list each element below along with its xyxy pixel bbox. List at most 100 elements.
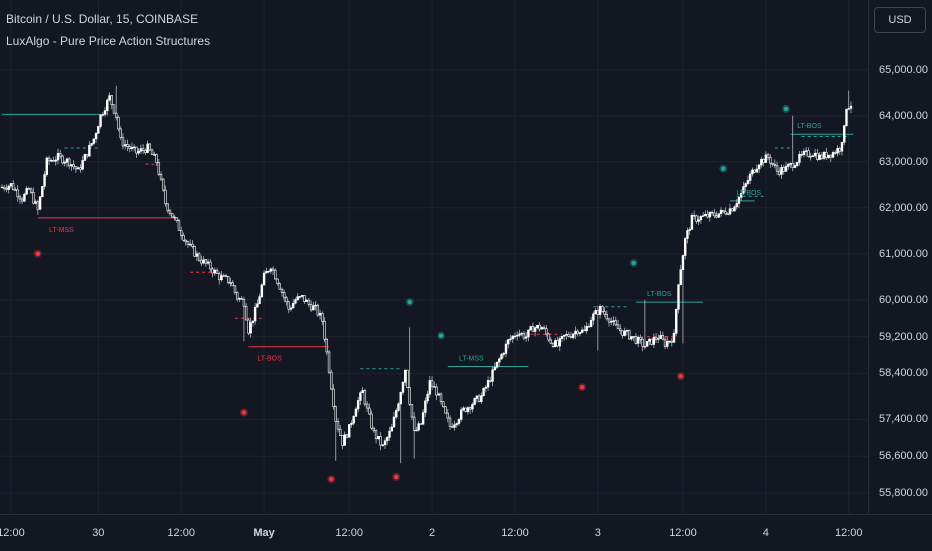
bearish-swing-marker xyxy=(392,472,401,481)
candle xyxy=(233,285,237,295)
candle-body xyxy=(681,255,685,271)
candle xyxy=(598,304,602,319)
candle xyxy=(321,311,324,326)
price-axis[interactable] xyxy=(868,0,932,514)
price-tick-label: 61,000.00 xyxy=(879,247,928,260)
candle-body xyxy=(412,416,416,431)
candle-body xyxy=(724,211,727,215)
structure-label: LT-MSS xyxy=(459,356,484,363)
candle-body xyxy=(491,369,494,382)
candle xyxy=(585,322,588,334)
candle xyxy=(495,361,499,370)
candle xyxy=(412,412,416,459)
candle xyxy=(576,329,579,337)
candle xyxy=(121,133,125,150)
symbol-title[interactable]: Bitcoin / U.S. Dollar, 15, COINBASE xyxy=(6,12,199,26)
candle xyxy=(466,406,470,415)
candle-body xyxy=(374,430,378,440)
candle-body xyxy=(267,270,270,273)
candle-body xyxy=(146,143,149,153)
candle xyxy=(845,108,848,127)
indicator-title[interactable]: LuxAlgo - Pure Price Action Structures xyxy=(6,34,211,48)
candle-body xyxy=(103,110,107,115)
candle-body xyxy=(538,324,541,330)
candle-body xyxy=(188,243,192,246)
candle-body xyxy=(448,417,452,427)
candle-body xyxy=(395,410,398,418)
candle xyxy=(744,182,747,192)
candle xyxy=(737,196,741,209)
candle-body xyxy=(403,369,407,383)
candle xyxy=(569,331,573,339)
candle xyxy=(520,331,523,337)
candle-body xyxy=(453,424,456,428)
candle xyxy=(325,337,328,356)
candle-body xyxy=(789,162,792,165)
candle-body xyxy=(513,335,517,338)
candle-body xyxy=(587,326,591,328)
candle xyxy=(459,407,463,423)
time-axis[interactable] xyxy=(0,514,932,551)
candle xyxy=(332,384,335,410)
candle xyxy=(307,297,311,308)
candle xyxy=(173,214,176,221)
candle xyxy=(386,435,389,445)
candle xyxy=(90,143,93,147)
candle-body xyxy=(475,395,479,399)
candle-body xyxy=(784,166,788,172)
candle xyxy=(406,369,409,389)
candle xyxy=(605,310,609,321)
candle-body xyxy=(209,261,212,270)
candle xyxy=(150,148,154,155)
candle-body xyxy=(598,306,602,315)
candle-body xyxy=(350,422,353,425)
candle xyxy=(746,175,750,186)
bullish-swing-marker xyxy=(437,331,446,340)
candle-body xyxy=(589,319,593,328)
marker-dot xyxy=(35,251,41,256)
candle xyxy=(739,189,743,201)
candle-body xyxy=(825,151,828,159)
candle xyxy=(276,278,279,286)
structure-labels: LT-MSS LT-BOS LT-MSS LT-BOS LT-BOS LT-BOS xyxy=(49,123,822,363)
marker-dot xyxy=(394,474,399,480)
candle-body xyxy=(603,311,606,315)
candle-body xyxy=(76,167,80,170)
candle xyxy=(126,139,129,152)
candle xyxy=(836,145,839,157)
candle-body xyxy=(627,330,631,340)
candle-body xyxy=(112,104,116,114)
candle-body xyxy=(645,341,649,347)
candle xyxy=(119,126,122,140)
candle-body xyxy=(148,143,152,151)
candle-body xyxy=(630,336,633,340)
currency-button[interactable]: USD xyxy=(874,7,926,33)
candle xyxy=(99,114,102,129)
candle xyxy=(193,245,196,257)
candle xyxy=(630,336,633,341)
candle xyxy=(388,426,391,442)
swing-markers xyxy=(33,104,790,484)
candle xyxy=(706,210,709,219)
candle xyxy=(435,383,438,401)
candle-body xyxy=(365,403,369,409)
candle-body xyxy=(616,324,620,330)
candle-body xyxy=(816,152,819,160)
candle-body xyxy=(370,413,373,429)
candle xyxy=(827,154,830,159)
candle-body xyxy=(804,150,808,152)
candle-body xyxy=(558,338,561,347)
candle-body xyxy=(677,284,680,310)
candle-body xyxy=(518,333,521,336)
candle xyxy=(457,417,461,426)
candle-body xyxy=(672,332,676,343)
candle xyxy=(722,209,725,214)
price-chart[interactable]: LT-MSS LT-BOS LT-MSS LT-BOS LT-BOS LT-BOS xyxy=(0,0,868,514)
candle-body xyxy=(612,320,615,322)
candle-body xyxy=(565,334,568,336)
candle xyxy=(733,205,736,212)
candle xyxy=(265,267,268,274)
candle xyxy=(451,422,454,429)
candle xyxy=(464,407,467,413)
candle xyxy=(34,199,37,205)
